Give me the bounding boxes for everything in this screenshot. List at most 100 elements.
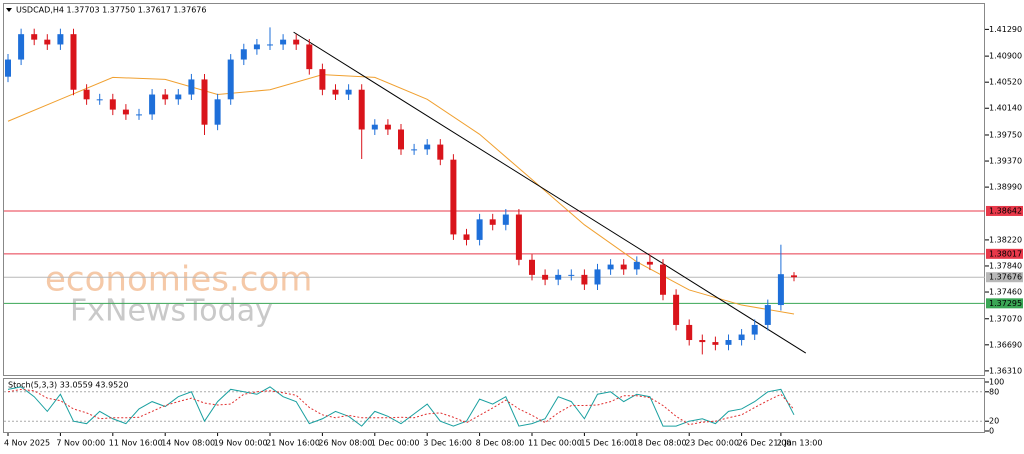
x-tick-label: 26 Nov 08:00 [318,439,372,448]
price-label-box [986,205,1023,216]
y-tick-label: 1.37840 [989,261,1022,270]
candle-body [57,34,64,45]
stoch-k [7,386,795,427]
candle-body [83,89,90,100]
y-tick-label: 1.41290 [989,25,1022,34]
candle-body [502,214,509,225]
candle-body [293,39,300,45]
candle-body [109,99,116,110]
candle-body [646,261,653,265]
candle-body [555,274,562,280]
candle-body [777,274,784,306]
candle-body [253,44,260,50]
candle-body [542,274,549,280]
candle-body [306,44,313,70]
y-tick-label: 1.38990 [989,183,1022,192]
candle-body [358,89,365,130]
candle-body [371,124,378,130]
candle-body [149,94,156,115]
price-label: 1.38642 [989,206,1022,215]
candle-body [162,94,169,100]
candle-body [280,39,287,45]
candle-body [489,219,496,225]
candle-body [764,305,771,325]
candle-body [70,34,77,90]
x-tick-label: 1 Dec 00:00 [371,439,420,448]
x-tick-label: 3 Dec 16:00 [423,439,472,448]
candle-body [751,324,758,335]
watermark: economies.com [45,260,312,300]
candle-body [384,124,391,130]
candle-body [424,144,431,150]
stoch-label: Stoch(5,3,3) 33.0559 43.9520 [8,381,128,390]
candle-body [398,129,404,150]
candle-body [227,59,234,100]
stoch-pane [3,378,985,433]
candle-body [175,94,182,100]
x-tick-label: 7 Nov 00:00 [56,439,105,448]
x-tick-label: 11 Nov 16:00 [109,439,163,448]
stoch-tick-label: 80 [989,387,999,396]
watermark: FxNewsToday [70,294,273,329]
x-tick-label: 23 Dec 00:00 [685,439,739,448]
stoch-tick-label: 20 [989,417,999,426]
y-tick-label: 1.39370 [989,157,1022,166]
main-pane [3,3,985,376]
y-tick-label: 1.39750 [989,130,1022,139]
candle-body [529,259,535,275]
candle-body [411,149,418,151]
stoch-d [7,388,795,426]
candle-body [18,34,25,60]
candle-body [122,109,129,115]
candle-body [712,342,719,345]
trendline [293,31,807,354]
price-label-box [986,248,1023,259]
candle-body [660,264,666,295]
x-tick-label: 19 Nov 00:00 [214,439,268,448]
candle-body [476,219,483,240]
candle-body [673,294,680,325]
stoch-tick-label: 100 [989,378,1004,387]
candle-body [450,159,457,235]
x-tick-label: 21 Nov 16:00 [266,439,320,448]
candle-body [96,99,103,101]
candle-body [620,264,627,270]
candle-body [515,214,522,260]
x-tick-label: 26 Dec 21:00 [738,439,792,448]
menu-arrow[interactable] [6,8,12,12]
candle-body [463,234,470,240]
candle-body [581,274,588,285]
candle-body [44,39,51,45]
price-label-box [986,272,1023,283]
price-label-box [986,298,1023,309]
price-label: 1.37676 [989,273,1022,282]
y-tick-label: 1.40140 [989,104,1022,113]
chart-title: USDCAD,H4 1.37703 1.37750 1.37617 1.3767… [16,6,206,15]
candle-body [607,264,614,270]
price-label: 1.37295 [989,299,1022,308]
candle-body [267,44,273,46]
candle-body [791,275,797,278]
price-label: 1.38017 [989,249,1022,258]
candle-body [725,340,732,345]
candle-body [345,89,352,95]
candle-body [568,274,575,276]
y-tick-label: 1.40520 [989,78,1022,87]
candle-body [240,49,247,60]
x-tick-label: 18 Dec 08:00 [633,439,687,448]
y-tick-label: 1.36310 [989,366,1022,375]
candle-body [31,34,38,40]
candle-body [437,144,444,160]
x-tick-label: 11 Dec 00:00 [528,439,582,448]
x-tick-label: 14 Nov 08:00 [161,439,215,448]
candle-body [201,79,208,125]
y-tick-label: 1.38220 [989,235,1022,244]
candle-body [738,334,745,341]
candle-body [214,99,221,125]
candle-body [332,89,339,95]
candle-body [319,69,326,90]
y-tick-label: 1.40900 [989,52,1022,61]
x-tick-label: 15 Dec 16:00 [580,439,634,448]
stoch-tick-label: 0 [989,427,994,436]
